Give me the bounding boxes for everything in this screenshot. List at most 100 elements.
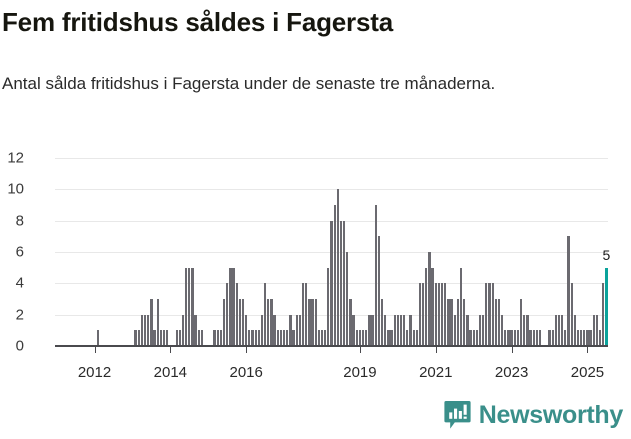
bar <box>453 314 456 346</box>
y-axis-tick-label: 10 <box>7 180 24 198</box>
bar <box>213 330 216 346</box>
bar <box>361 330 365 346</box>
y-axis-tick-label: 12 <box>7 149 24 167</box>
bar <box>516 330 520 346</box>
bar <box>393 314 396 346</box>
bar <box>219 330 223 346</box>
x-axis-tick <box>170 346 172 353</box>
bar <box>422 283 425 346</box>
bar <box>339 220 343 346</box>
bar <box>229 267 232 346</box>
bar <box>561 314 564 346</box>
gridline <box>55 189 608 191</box>
x-axis-tick <box>359 346 361 353</box>
x-axis-tick <box>435 346 437 353</box>
bar <box>216 330 219 346</box>
bar <box>153 330 156 346</box>
bar <box>156 299 159 346</box>
bar <box>150 299 153 346</box>
bar <box>485 283 488 346</box>
bar <box>371 314 374 346</box>
bar <box>450 299 453 346</box>
bar <box>257 330 260 346</box>
bar <box>459 267 463 346</box>
bar <box>504 330 507 346</box>
bar <box>286 330 289 346</box>
bar <box>368 314 371 346</box>
bar <box>314 299 317 346</box>
bar <box>264 283 267 346</box>
x-axis-tick <box>94 346 96 353</box>
chart-footer: Newsworthy <box>0 398 631 439</box>
bar <box>159 330 162 346</box>
bar <box>564 330 567 346</box>
bar <box>147 314 150 346</box>
bar <box>598 330 602 346</box>
bar <box>380 299 384 346</box>
bar <box>327 267 330 346</box>
chart-subtitle: Antal sålda fritidshus i Fagersta under … <box>2 74 496 93</box>
x-axis-tick-label: 2023 <box>494 364 529 381</box>
bar <box>178 330 181 346</box>
bar-chart: 0 2 4 6 8 10 12 5 2012 2014 2016 2019 2021 2023 2025 <box>0 146 631 396</box>
bar <box>501 314 504 346</box>
bar <box>573 314 576 346</box>
bar <box>276 330 279 346</box>
bar <box>418 283 422 346</box>
bar <box>241 299 245 346</box>
bar <box>532 330 535 346</box>
bar <box>576 330 580 346</box>
bar <box>586 330 589 346</box>
bar <box>226 283 229 346</box>
bar <box>185 267 188 346</box>
bar <box>374 205 377 346</box>
bar <box>409 314 412 346</box>
bar <box>469 330 472 346</box>
bar <box>355 330 358 346</box>
newsworthy-logo-text: Newsworthy <box>478 400 624 429</box>
bar <box>428 252 431 346</box>
y-axis-tick-label: 2 <box>15 306 24 324</box>
bar <box>567 236 570 346</box>
bar <box>305 283 308 346</box>
bar <box>548 330 551 346</box>
bar <box>415 330 418 346</box>
x-axis-tick <box>587 346 589 353</box>
bar <box>583 330 586 346</box>
bar <box>330 220 333 346</box>
bar <box>162 330 166 346</box>
bar <box>377 236 381 346</box>
bar <box>472 330 475 346</box>
bar-chart-speech-bubble-icon <box>444 400 471 430</box>
x-axis-tick-label: 2019 <box>343 364 377 381</box>
bar <box>333 205 336 346</box>
bar <box>245 314 248 346</box>
chart-title: Fem fritidshus såldes i Fagersta <box>2 7 393 37</box>
bar <box>358 330 362 346</box>
bar <box>235 283 238 346</box>
bar <box>298 314 302 346</box>
bar <box>538 330 542 346</box>
bar <box>137 330 140 346</box>
bar <box>529 330 532 346</box>
bar <box>510 330 513 346</box>
bar <box>523 314 526 346</box>
bar <box>365 330 368 346</box>
bar <box>513 330 516 346</box>
bar <box>475 330 478 346</box>
y-axis-tick-label: 0 <box>15 337 24 355</box>
bar <box>412 330 415 346</box>
x-axis-tick-label: 2025 <box>570 364 605 381</box>
bar <box>343 220 346 346</box>
bar <box>349 299 352 346</box>
bar <box>440 283 444 346</box>
bar <box>311 299 314 346</box>
bar <box>519 299 523 346</box>
x-axis-tick <box>511 346 513 353</box>
y-axis-tick-label: 6 <box>15 243 24 261</box>
newsworthy-logo[interactable]: Newsworthy <box>444 400 623 430</box>
plot-area: 0 2 4 6 8 10 12 5 2012 2014 2016 2019 2021 2023 2025 <box>7 151 610 382</box>
x-axis-tick-label: 2012 <box>77 364 112 381</box>
bar <box>295 314 298 346</box>
